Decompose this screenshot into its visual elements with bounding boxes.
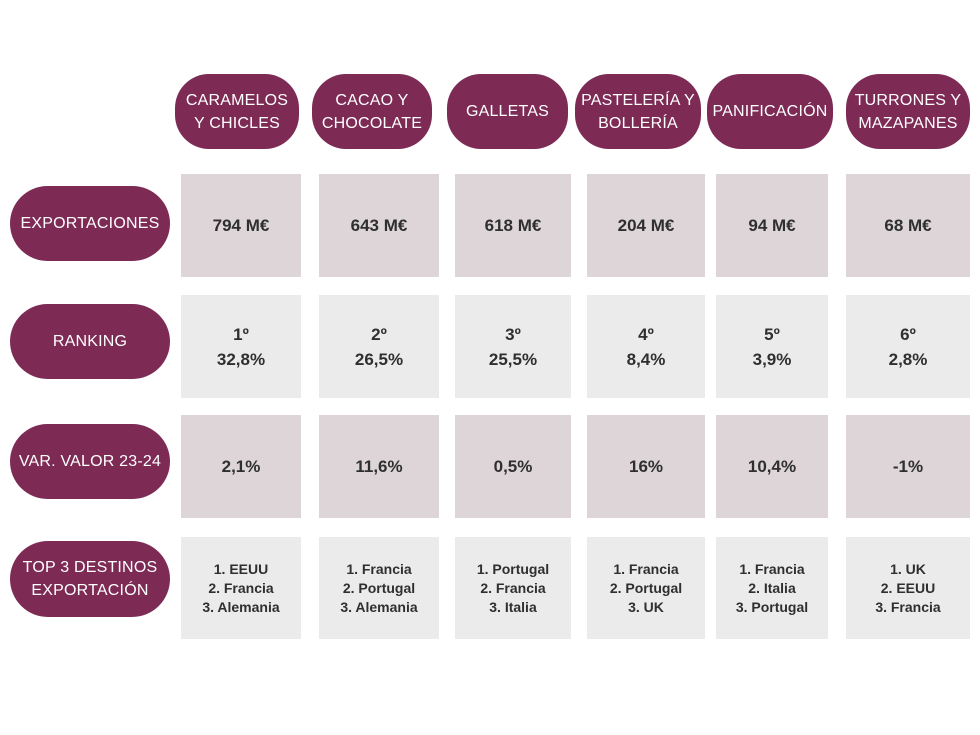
column-header-turrones-y-mazapanes: TURRONES Y MAZAPANES <box>846 74 970 149</box>
cell-value: 204 M€ <box>617 216 675 235</box>
cell-var-valor-23-24-pasteleria-y-bolleria: 16% <box>587 415 705 518</box>
column-header-panificacion: PANIFICACIÓN <box>707 74 833 149</box>
cell-ranking-turrones-y-mazapanes: 6º 2,8% <box>846 295 970 398</box>
cell-value: 1. Portugal <box>476 560 550 577</box>
cell-value: 2,1% <box>221 457 261 476</box>
cell-value: 4º <box>638 324 654 344</box>
cell-value: 3. Italia <box>489 598 537 615</box>
cell-value: 2º <box>371 324 387 344</box>
cell-value: 6º <box>900 324 916 344</box>
column-header-caramelos-y-chicles: CARAMELOS Y CHICLES <box>175 74 299 149</box>
cell-value: -1% <box>892 457 924 476</box>
cell-value: 3. Portugal <box>735 598 809 615</box>
cell-top-3-destinos-exportacion-pasteleria-y-bolleria: 1. Francia 2. Portugal 3. UK <box>587 537 705 639</box>
cell-value: 11,6% <box>355 457 403 476</box>
cell-var-valor-23-24-cacao-y-chocolate: 11,6% <box>319 415 439 518</box>
cell-value: 3º <box>505 324 521 344</box>
row-header-ranking: RANKING <box>10 304 170 379</box>
cell-value: 2. Italia <box>748 579 796 596</box>
cell-exportaciones-panificacion: 94 M€ <box>716 174 828 277</box>
cell-var-valor-23-24-turrones-y-mazapanes: -1% <box>846 415 970 518</box>
cell-value: 1. Francia <box>613 560 679 577</box>
cell-value: 94 M€ <box>748 216 796 235</box>
cell-value: 2. Francia <box>480 579 546 596</box>
cell-exportaciones-turrones-y-mazapanes: 68 M€ <box>846 174 970 277</box>
cell-top-3-destinos-exportacion-galletas: 1. Portugal 2. Francia 3. Italia <box>455 537 571 639</box>
cell-value: 5º <box>764 324 780 344</box>
cell-value: 1. EEUU <box>213 560 269 577</box>
row-header-var-valor-23-24: VAR. VALOR 23-24 <box>10 424 170 499</box>
cell-value: 2,8% <box>888 349 928 369</box>
cell-value: 8,4% <box>626 349 666 369</box>
cell-exportaciones-galletas: 618 M€ <box>455 174 571 277</box>
cell-exportaciones-caramelos-y-chicles: 794 M€ <box>181 174 301 277</box>
cell-value: 618 M€ <box>484 216 542 235</box>
column-header-galletas: GALLETAS <box>447 74 568 149</box>
cell-value: 16% <box>628 457 664 476</box>
cell-value: 3. Alemania <box>202 598 280 615</box>
cell-value: 32,8% <box>216 349 266 369</box>
cell-ranking-pasteleria-y-bolleria: 4º 8,4% <box>587 295 705 398</box>
column-header-pasteleria-y-bolleria: PASTELERÍA Y BOLLERÍA <box>575 74 701 149</box>
cell-top-3-destinos-exportacion-cacao-y-chocolate: 1. Francia 2. Portugal 3. Alemania <box>319 537 439 639</box>
cell-var-valor-23-24-panificacion: 10,4% <box>716 415 828 518</box>
cell-var-valor-23-24-galletas: 0,5% <box>455 415 571 518</box>
cell-var-valor-23-24-caramelos-y-chicles: 2,1% <box>181 415 301 518</box>
cell-value: 68 M€ <box>884 216 932 235</box>
cell-value: 26,5% <box>354 349 404 369</box>
column-header-cacao-y-chocolate: CACAO Y CHOCOLATE <box>312 74 432 149</box>
row-header-top-3-destinos-exportacion: TOP 3 DESTINOS EXPORTACIÓN <box>10 541 170 617</box>
cell-top-3-destinos-exportacion-caramelos-y-chicles: 1. EEUU 2. Francia 3. Alemania <box>181 537 301 639</box>
row-header-exportaciones: EXPORTACIONES <box>10 186 170 261</box>
cell-ranking-panificacion: 5º 3,9% <box>716 295 828 398</box>
cell-value: 10,4% <box>747 457 797 476</box>
cell-value: 643 M€ <box>350 216 408 235</box>
cell-value: 3. Alemania <box>340 598 418 615</box>
cell-value: 0,5% <box>493 457 533 476</box>
cell-top-3-destinos-exportacion-panificacion: 1. Francia 2. Italia 3. Portugal <box>716 537 828 639</box>
cell-top-3-destinos-exportacion-turrones-y-mazapanes: 1. UK 2. EEUU 3. Francia <box>846 537 970 639</box>
cell-value: 2. EEUU <box>880 579 936 596</box>
cell-exportaciones-pasteleria-y-bolleria: 204 M€ <box>587 174 705 277</box>
cell-ranking-cacao-y-chocolate: 2º 26,5% <box>319 295 439 398</box>
cell-ranking-galletas: 3º 25,5% <box>455 295 571 398</box>
cell-value: 1º <box>233 324 249 344</box>
cell-exportaciones-cacao-y-chocolate: 643 M€ <box>319 174 439 277</box>
cell-value: 3,9% <box>752 349 792 369</box>
cell-value: 25,5% <box>488 349 538 369</box>
cell-value: 2. Portugal <box>609 579 683 596</box>
cell-value: 1. UK <box>890 560 926 577</box>
cell-value: 1. Francia <box>739 560 805 577</box>
cell-ranking-caramelos-y-chicles: 1º 32,8% <box>181 295 301 398</box>
cell-value: 1. Francia <box>346 560 412 577</box>
cell-value: 794 M€ <box>212 216 270 235</box>
cell-value: 3. UK <box>628 598 664 615</box>
cell-value: 3. Francia <box>875 598 941 615</box>
cell-value: 2. Portugal <box>342 579 416 596</box>
cell-value: 2. Francia <box>208 579 274 596</box>
